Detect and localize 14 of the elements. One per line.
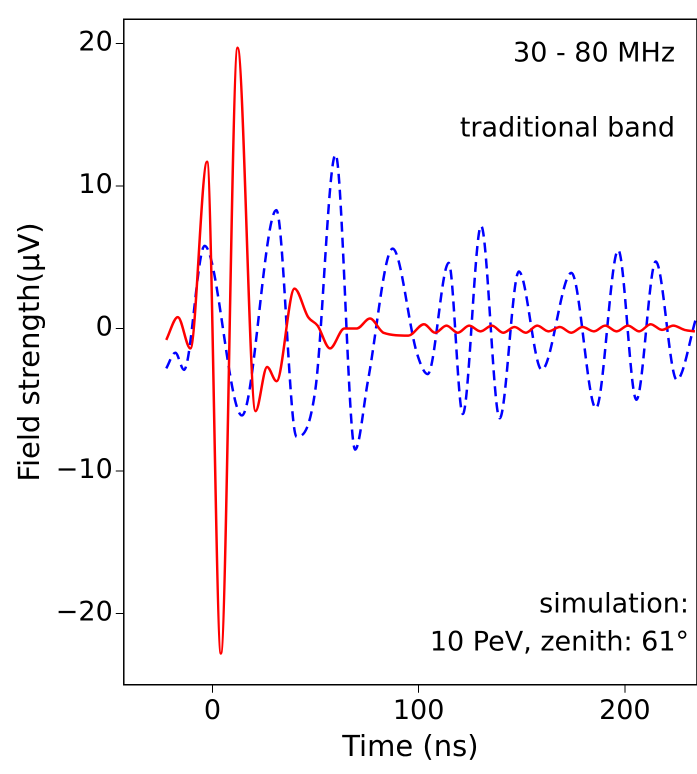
y-tick-label: −10 [56, 454, 113, 486]
x-tick-label: 100 [392, 695, 444, 726]
annotation: 30 - 80 MHz [513, 38, 675, 69]
line-series [165, 153, 697, 451]
x-tick-label: 200 [599, 695, 651, 726]
x-axis-title: Time (ns) [341, 729, 479, 764]
y-tick-label: −20 [56, 596, 113, 628]
y-tick-label: 20 [78, 26, 113, 58]
y-tick-label: 0 [96, 312, 113, 342]
x-tick-label: 0 [204, 695, 222, 726]
y-axis-title: Field strength(μV) [12, 222, 46, 482]
y-tick-label: 10 [78, 168, 113, 200]
annotation: traditional band [460, 112, 675, 144]
annotation: simulation: 10 PeV, zenith: 61° [430, 588, 689, 658]
